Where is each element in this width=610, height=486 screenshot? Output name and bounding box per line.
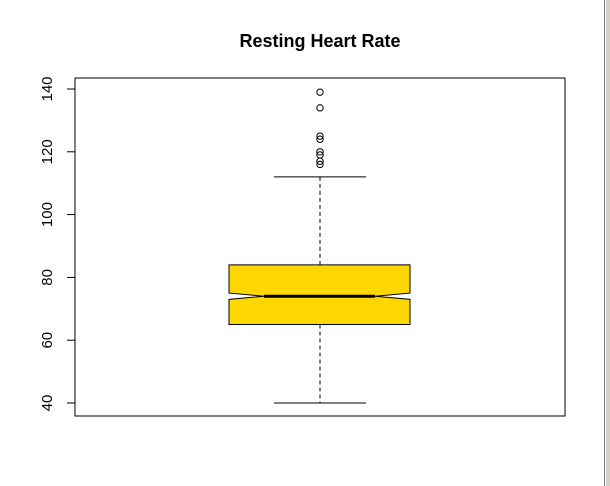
outlier-point — [316, 132, 324, 140]
outlier-point — [316, 104, 324, 112]
y-tick-label: 140 — [39, 76, 56, 101]
outlier-point — [316, 151, 324, 159]
y-tick-label: 40 — [39, 395, 56, 412]
outlier-point — [316, 135, 324, 143]
y-axis: 40 60 80 100 120 140 — [39, 76, 76, 412]
chart-title: Resting Heart Rate — [239, 31, 400, 51]
notched-box — [228, 264, 411, 325]
outlier-point — [316, 160, 324, 169]
window-frame-edge — [604, 0, 610, 486]
outlier-point — [316, 88, 324, 96]
y-tick-label: 100 — [39, 202, 56, 227]
box-group — [228, 176, 411, 404]
y-tick-label: 120 — [39, 139, 56, 164]
y-tick-label: 60 — [39, 332, 56, 349]
outlier-point — [316, 148, 324, 156]
outlier-group — [316, 88, 324, 169]
y-tick-label: 80 — [39, 269, 56, 286]
